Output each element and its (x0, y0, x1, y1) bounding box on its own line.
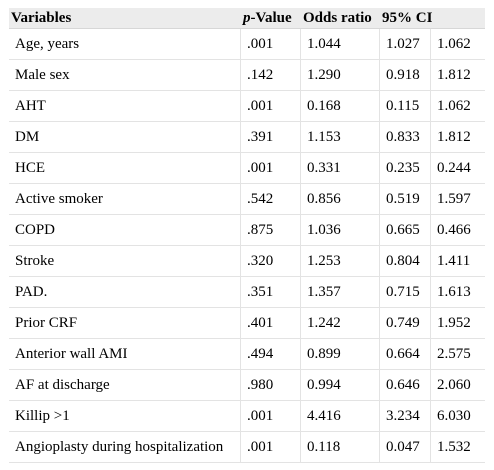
cell-ci-low: 0.665 (380, 215, 431, 246)
cell-variable: COPD (9, 215, 241, 246)
table-row: Male sex .142 1.290 0.918 1.812 (9, 60, 486, 91)
header-odds-ratio: Odds ratio (301, 8, 380, 29)
cell-ci-high: 1.812 (431, 122, 486, 153)
cell-ci-low: 0.833 (380, 122, 431, 153)
cell-odds-ratio: 4.416 (301, 401, 380, 432)
header-variables: Variables (9, 8, 241, 29)
cell-p-value: .875 (241, 215, 301, 246)
table-row: Active smoker .542 0.856 0.519 1.597 (9, 184, 486, 215)
table-row: DM .391 1.153 0.833 1.812 (9, 122, 486, 153)
cell-ci-low: 0.804 (380, 246, 431, 277)
cell-variable: Active smoker (9, 184, 241, 215)
cell-p-value: .980 (241, 370, 301, 401)
cell-variable: DM (9, 122, 241, 153)
table-row: Age, years .001 1.044 1.027 1.062 (9, 29, 486, 60)
cell-ci-high: 1.597 (431, 184, 486, 215)
cell-variable: Angioplasty during hospitalization (9, 432, 241, 463)
cell-variable: HCE (9, 153, 241, 184)
cell-variable: Age, years (9, 29, 241, 60)
cell-ci-high: 1.613 (431, 277, 486, 308)
cell-odds-ratio: 0.331 (301, 153, 380, 184)
table-row: COPD .875 1.036 0.665 0.466 (9, 215, 486, 246)
table-row: Angioplasty during hospitalization .001 0.… (9, 432, 486, 463)
cell-odds-ratio: 1.357 (301, 277, 380, 308)
cell-ci-high: 2.575 (431, 339, 486, 370)
results-table: Variables p-Value Odds ratio 95% CI Age,… (9, 8, 486, 463)
cell-variable: Prior CRF (9, 308, 241, 339)
cell-odds-ratio: 1.153 (301, 122, 380, 153)
cell-ci-low: 1.027 (380, 29, 431, 60)
cell-p-value: .391 (241, 122, 301, 153)
cell-p-value: .320 (241, 246, 301, 277)
header-p-italic: p (243, 9, 251, 26)
table-row: PAD. .351 1.357 0.715 1.613 (9, 277, 486, 308)
cell-ci-high: 1.062 (431, 91, 486, 122)
cell-p-value: .001 (241, 91, 301, 122)
table-row: HCE .001 0.331 0.235 0.244 (9, 153, 486, 184)
cell-ci-high: 6.030 (431, 401, 486, 432)
table-row: Prior CRF .401 1.242 0.749 1.952 (9, 308, 486, 339)
cell-p-value: .494 (241, 339, 301, 370)
cell-p-value: .001 (241, 432, 301, 463)
cell-variable: Anterior wall AMI (9, 339, 241, 370)
cell-odds-ratio: 1.242 (301, 308, 380, 339)
cell-ci-high: 2.060 (431, 370, 486, 401)
table-row: AHT .001 0.168 0.115 1.062 (9, 91, 486, 122)
cell-odds-ratio: 1.044 (301, 29, 380, 60)
cell-ci-low: 0.664 (380, 339, 431, 370)
cell-p-value: .001 (241, 153, 301, 184)
cell-odds-ratio: 0.118 (301, 432, 380, 463)
cell-odds-ratio: 1.253 (301, 246, 380, 277)
table-body: Age, years .001 1.044 1.027 1.062 Male sex .14… (9, 29, 486, 463)
cell-p-value: .542 (241, 184, 301, 215)
cell-ci-low: 0.047 (380, 432, 431, 463)
cell-ci-low: 0.749 (380, 308, 431, 339)
header-row: Variables p-Value Odds ratio 95% CI (9, 8, 486, 29)
header-p-value: p-Value (241, 8, 301, 29)
cell-variable: Killip >1 (9, 401, 241, 432)
header-ci: 95% CI (380, 8, 486, 29)
cell-variable: Stroke (9, 246, 241, 277)
cell-odds-ratio: 0.994 (301, 370, 380, 401)
cell-p-value: .401 (241, 308, 301, 339)
cell-ci-high: 0.466 (431, 215, 486, 246)
cell-ci-high: 1.411 (431, 246, 486, 277)
cell-ci-high: 0.244 (431, 153, 486, 184)
cell-p-value: .001 (241, 401, 301, 432)
cell-variable: PAD. (9, 277, 241, 308)
cell-p-value: .142 (241, 60, 301, 91)
cell-ci-high: 1.532 (431, 432, 486, 463)
header-p-rest: -Value (250, 9, 292, 26)
table-row: Anterior wall AMI .494 0.899 0.664 2.575 (9, 339, 486, 370)
cell-p-value: .351 (241, 277, 301, 308)
cell-p-value: .001 (241, 29, 301, 60)
cell-ci-low: 3.234 (380, 401, 431, 432)
cell-odds-ratio: 1.290 (301, 60, 380, 91)
table-row: Stroke .320 1.253 0.804 1.411 (9, 246, 486, 277)
cell-ci-low: 0.519 (380, 184, 431, 215)
cell-ci-low: 0.115 (380, 91, 431, 122)
cell-odds-ratio: 0.168 (301, 91, 380, 122)
cell-ci-low: 0.715 (380, 277, 431, 308)
cell-variable: Male sex (9, 60, 241, 91)
cell-ci-high: 1.812 (431, 60, 486, 91)
cell-ci-low: 0.646 (380, 370, 431, 401)
cell-odds-ratio: 1.036 (301, 215, 380, 246)
cell-ci-low: 0.918 (380, 60, 431, 91)
cell-odds-ratio: 0.899 (301, 339, 380, 370)
cell-ci-low: 0.235 (380, 153, 431, 184)
cell-variable: AF at discharge (9, 370, 241, 401)
cell-ci-high: 1.952 (431, 308, 486, 339)
cell-variable: AHT (9, 91, 241, 122)
table-row: AF at discharge .980 0.994 0.646 2.060 (9, 370, 486, 401)
cell-ci-high: 1.062 (431, 29, 486, 60)
cell-odds-ratio: 0.856 (301, 184, 380, 215)
table-row: Killip >1.001 4.416 3.234 6.030 (9, 401, 486, 432)
